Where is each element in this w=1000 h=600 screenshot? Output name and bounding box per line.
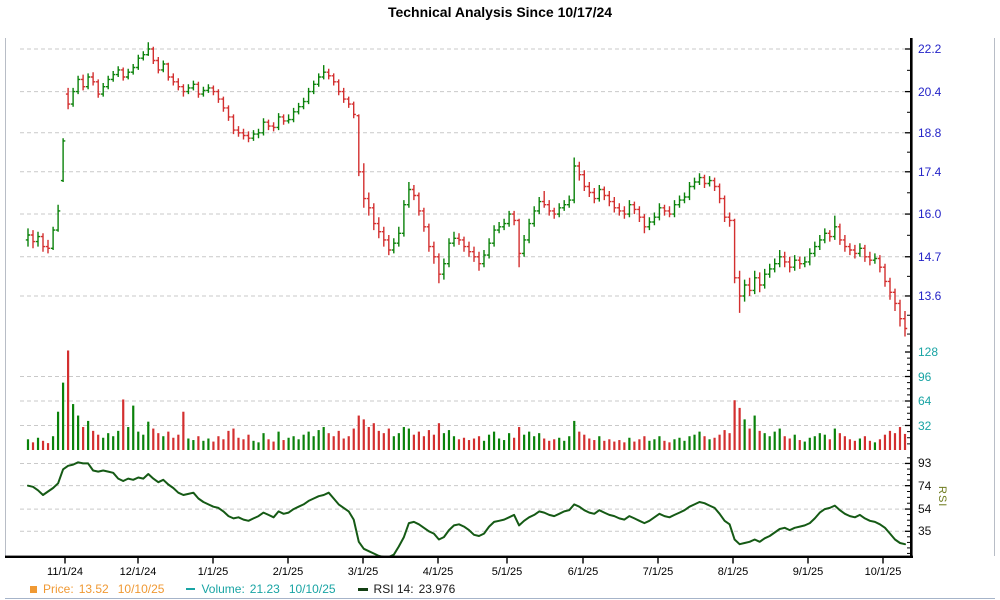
legend-rsi-label: RSI 14: 23.976 bbox=[373, 582, 456, 596]
x-tick-label: 2/1/25 bbox=[272, 566, 304, 578]
price-tick-label: 14.7 bbox=[918, 249, 942, 264]
price-tick-label: 18.8 bbox=[918, 125, 942, 140]
legend-rsi: RSI 14: 23.976 bbox=[357, 582, 456, 596]
rsi-tick-label: 74 bbox=[918, 478, 932, 493]
price-tick-label: 22.2 bbox=[918, 42, 942, 56]
volume-dash-icon bbox=[186, 588, 196, 590]
x-tick-label: 8/1/25 bbox=[717, 566, 749, 578]
rsi-dash-icon bbox=[357, 587, 368, 591]
x-tick-label: 5/1/25 bbox=[491, 566, 523, 578]
x-tick-label: 12/1/24 bbox=[119, 566, 157, 578]
legend: Price: 13.52 10/10/25 Volume: 21.23 10/10/25… bbox=[30, 582, 477, 596]
price-tick-label: 13.6 bbox=[918, 288, 942, 303]
rsi-tick-label: 54 bbox=[918, 502, 932, 517]
x-tick-label: 11/1/24 bbox=[47, 566, 83, 578]
bottom-separator bbox=[5, 598, 995, 599]
price-tick-label: 17.4 bbox=[918, 164, 942, 179]
legend-price-label: Price: 13.52 10/10/25 bbox=[43, 582, 165, 596]
legend-volume: Volume: 21.23 10/10/25 bbox=[186, 582, 336, 596]
volume-tick-label: 32 bbox=[918, 418, 932, 433]
x-tick-label: 4/1/25 bbox=[422, 566, 454, 578]
legend-volume-label: Volume: 21.23 10/10/25 bbox=[201, 582, 336, 596]
rsi-tick-label: 35 bbox=[918, 524, 932, 539]
x-tick-label: 6/1/25 bbox=[567, 566, 599, 578]
volume-tick-label: 64 bbox=[918, 394, 932, 408]
x-tick-label: 10/1/25 bbox=[864, 566, 902, 578]
price-square-icon bbox=[30, 585, 37, 593]
x-tick-label: 9/1/25 bbox=[792, 566, 824, 578]
price-tick-label: 16.0 bbox=[918, 207, 942, 222]
price-tick-label: 20.4 bbox=[918, 84, 942, 99]
legend-price: Price: 13.52 10/10/25 bbox=[30, 582, 164, 596]
chart-title: Technical Analysis Since 10/17/24 bbox=[387, 4, 613, 20]
rsi-axis-title: RSI bbox=[936, 486, 948, 508]
x-tick-label: 3/1/25 bbox=[347, 566, 379, 578]
volume-tick-label: 128 bbox=[918, 345, 939, 359]
rsi-tick-label: 93 bbox=[918, 456, 932, 471]
x-tick-label: 1/1/25 bbox=[197, 566, 229, 578]
x-tick-label: 7/1/25 bbox=[642, 566, 674, 578]
volume-tick-label: 96 bbox=[918, 369, 932, 384]
